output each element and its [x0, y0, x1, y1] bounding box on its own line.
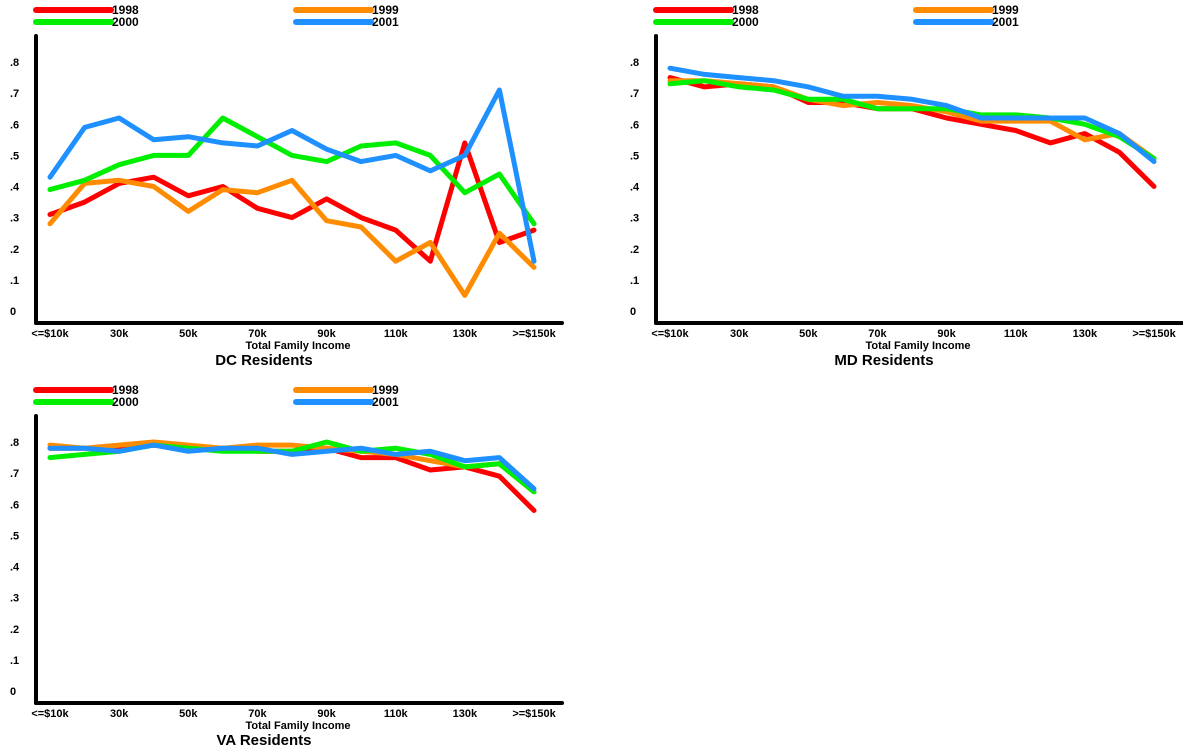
legend: 1998 1999 2000 2001 [653, 3, 1019, 29]
chart-title: DC Residents [215, 352, 313, 369]
y-tick-label: .8 [10, 437, 19, 449]
y-tick-label: .4 [10, 562, 20, 574]
legend-item: 1999 [913, 3, 1019, 17]
x-tick-label: 110k [1004, 328, 1029, 340]
legend-item: 1998 [33, 383, 139, 397]
legend-item: 2000 [33, 15, 139, 29]
legend-label: 1999 [372, 3, 399, 17]
x-tick-label: 70k [248, 328, 267, 340]
y-tick-label: .8 [630, 57, 639, 69]
y-tick-label: .6 [10, 119, 19, 131]
y-tick-label: .1 [630, 275, 639, 287]
x-tick-label: >=$150k [512, 708, 556, 720]
x-tick-label: 30k [110, 708, 129, 720]
x-tick-label: 90k [317, 708, 336, 720]
series-line-2001 [47, 442, 537, 492]
legend-label: 2001 [372, 395, 399, 409]
x-tick-label: 50k [799, 328, 818, 340]
y-tick-label: .7 [630, 88, 639, 100]
legend-item: 1998 [33, 3, 139, 17]
legend-item: 2001 [913, 15, 1019, 29]
legend-item: 1999 [293, 3, 399, 17]
x-tick-label: >=$150k [512, 328, 556, 340]
y-tick-label: .1 [10, 655, 19, 667]
y-tick-label: .7 [10, 468, 19, 480]
legend-item: 2001 [293, 15, 399, 29]
x-tick-label: 50k [179, 708, 198, 720]
x-tick-label: 90k [317, 328, 336, 340]
x-tick-label: <=$10k [31, 328, 69, 340]
legend-item: 2000 [653, 15, 759, 29]
legend-label: 2000 [112, 395, 139, 409]
y-tick-label: 0 [630, 306, 636, 318]
legend-label: 1998 [732, 3, 759, 17]
y-tick-label: 0 [10, 306, 16, 318]
legend-item: 2000 [33, 395, 139, 409]
y-tick-label: .2 [10, 244, 19, 256]
legend: 1998 1999 2000 2001 [33, 383, 399, 409]
legend-label: 2000 [732, 15, 759, 29]
legend-label: 1998 [112, 383, 139, 397]
series-line-1999 [667, 78, 1157, 161]
y-tick-label: 0 [10, 686, 16, 698]
x-tick-label: 70k [248, 708, 267, 720]
y-tick-label: .7 [10, 88, 19, 100]
series-line-1998 [667, 75, 1157, 189]
legend-label: 1999 [992, 3, 1019, 17]
series-line-1998 [47, 140, 537, 264]
y-tick-label: .4 [10, 182, 20, 194]
y-tick-label: .3 [10, 213, 19, 225]
y-tick-label: .3 [10, 593, 19, 605]
chart-panel: 1998 1999 2000 2001 0 .1 .2 .3 .4 .5 .6 .7 .8 <=$10k 3… [10, 3, 564, 369]
y-tick-label: .2 [10, 624, 19, 636]
chart-title: MD Residents [834, 352, 933, 369]
legend-item: 2001 [293, 395, 399, 409]
y-tick-label: .2 [630, 244, 639, 256]
y-tick-label: .6 [630, 119, 639, 131]
series-line-1999 [47, 177, 537, 298]
x-tick-label: 90k [937, 328, 956, 340]
x-tick-label: 30k [730, 328, 749, 340]
chart-title: VA Residents [216, 732, 311, 749]
legend-label: 1999 [372, 383, 399, 397]
legend: 1998 1999 2000 2001 [33, 3, 399, 29]
legend-item: 1998 [653, 3, 759, 17]
y-tick-label: .1 [10, 275, 19, 287]
x-tick-label: 50k [179, 328, 198, 340]
series-line-2000 [667, 78, 1157, 161]
chart-panel: 1998 1999 2000 2001 0 .1 .2 .3 .4 .5 .6 .7 .8 <=$10k 3… [10, 383, 564, 749]
y-tick-label: .4 [630, 182, 640, 194]
legend-label: 1998 [112, 3, 139, 17]
y-tick-label: .5 [10, 150, 19, 162]
y-tick-label: .8 [10, 57, 19, 69]
legend-label: 2001 [992, 15, 1019, 29]
y-tick-label: .5 [10, 530, 19, 542]
x-tick-label: <=$10k [31, 708, 69, 720]
legend-item: 1999 [293, 383, 399, 397]
x-tick-label: 110k [384, 328, 409, 340]
series-line-2001 [47, 87, 537, 264]
y-tick-label: .3 [630, 213, 639, 225]
series-line-2000 [47, 115, 537, 227]
chart-panel: 1998 1999 2000 2001 0 .1 .2 .3 .4 .5 .6 .7 .8 <=$10k 3… [630, 3, 1183, 369]
legend-label: 2001 [372, 15, 399, 29]
x-axis-label: Total Family Income [866, 340, 971, 352]
x-tick-label: 70k [868, 328, 887, 340]
legend-label: 2000 [112, 15, 139, 29]
x-tick-label: 110k [384, 708, 409, 720]
y-tick-label: .6 [10, 499, 19, 511]
x-tick-label: <=$10k [651, 328, 689, 340]
x-tick-label: >=$150k [1132, 328, 1176, 340]
x-tick-label: 30k [110, 328, 129, 340]
x-tick-label: 130k [453, 708, 478, 720]
x-tick-label: 130k [453, 328, 478, 340]
x-axis-label: Total Family Income [246, 340, 351, 352]
series-line-2001 [667, 65, 1157, 165]
y-tick-label: .5 [630, 150, 639, 162]
x-axis-label: Total Family Income [246, 720, 351, 732]
x-tick-label: 130k [1073, 328, 1098, 340]
